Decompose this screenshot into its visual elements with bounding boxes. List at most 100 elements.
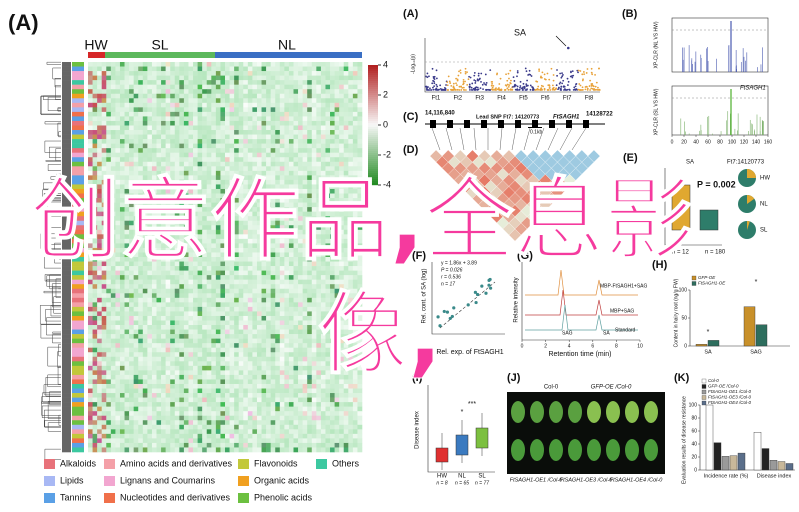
heatmap-cell <box>202 71 208 76</box>
heatmap-cell <box>293 338 299 344</box>
heatmap-cell <box>188 420 194 426</box>
heatmap-cell <box>247 270 253 276</box>
heatmap-cell <box>115 343 121 348</box>
heatmap-cell <box>266 247 271 253</box>
heatmap-cell <box>284 393 290 398</box>
heatmap-cell <box>183 429 189 435</box>
heatmap-cell <box>138 220 144 226</box>
heatmap-cell <box>357 84 363 90</box>
heatmap-cell <box>339 170 345 176</box>
heatmap-cell <box>193 420 198 426</box>
heatmap-cell <box>334 211 340 217</box>
heatmap-cell <box>115 120 121 126</box>
heatmap-cell <box>156 157 162 163</box>
heatmap-cell <box>151 134 157 140</box>
heatmap-cell <box>339 179 345 185</box>
heatmap-cell <box>261 152 267 158</box>
heatmap-cell <box>279 188 285 194</box>
heatmap-cell <box>266 120 271 126</box>
heatmap-cell <box>142 111 148 117</box>
heatmap-cell <box>110 311 116 317</box>
heatmap-cell <box>357 148 363 153</box>
heatmap-cell <box>174 161 180 167</box>
heatmap-cell <box>279 71 285 76</box>
heatmap-cell <box>225 107 230 113</box>
heatmap-cell <box>357 193 363 199</box>
heatmap-cell <box>174 198 180 203</box>
heatmap-cell <box>147 420 153 426</box>
heatmap-cell <box>101 338 107 344</box>
heatmap-cell <box>320 370 326 376</box>
heatmap-cell <box>339 356 345 362</box>
heatmap-cell <box>270 234 276 240</box>
heatmap-cell <box>156 325 162 330</box>
heatmap-cell <box>243 111 249 117</box>
heatmap-cell <box>293 429 299 435</box>
heatmap-cell <box>202 161 208 167</box>
heatmap-cell <box>115 315 121 321</box>
heatmap-cell <box>110 157 116 163</box>
heatmap-cell <box>252 293 258 299</box>
heatmap-cell <box>119 62 125 67</box>
heatmap-cell <box>183 120 189 126</box>
heatmap-cell <box>357 229 363 235</box>
heatmap-cell <box>343 293 349 299</box>
heatmap-cell <box>202 198 208 203</box>
heatmap-cell <box>183 166 189 172</box>
heatmap-cell <box>138 243 144 249</box>
heatmap-cell <box>252 184 258 190</box>
heatmap-cell <box>124 161 130 167</box>
heatmap-cell <box>348 279 354 285</box>
heatmap-cell <box>252 116 258 122</box>
heatmap-cell <box>256 397 262 403</box>
heatmap-cell <box>229 216 235 222</box>
heatmap-cell <box>215 284 221 290</box>
heatmap-cell <box>110 75 116 81</box>
heatmap-cell <box>293 270 299 276</box>
heatmap-cell <box>165 365 171 371</box>
heatmap-cell <box>339 152 345 158</box>
heatmap-cell <box>115 388 121 394</box>
heatmap-cell <box>252 329 258 335</box>
heatmap-cell <box>119 356 125 362</box>
heatmap-cell <box>302 397 308 403</box>
heatmap-cell <box>261 139 267 144</box>
heatmap-cell <box>243 202 249 208</box>
heatmap-cell <box>343 98 349 104</box>
heatmap-cell <box>211 120 217 126</box>
heatmap-cell <box>161 261 166 267</box>
heatmap-cell <box>252 120 258 126</box>
heatmap-cell <box>279 383 285 389</box>
heatmap-cell <box>352 243 358 249</box>
heatmap-cell <box>147 102 153 108</box>
heatmap-cell <box>170 352 176 358</box>
heatmap-cell <box>124 343 130 348</box>
heatmap-cell <box>215 107 221 113</box>
heatmap-cell <box>284 411 290 417</box>
heatmap-cell <box>188 306 194 312</box>
heatmap-cell <box>352 234 358 240</box>
heatmap-cell <box>188 188 194 194</box>
heatmap-cell <box>302 257 308 262</box>
heatmap-cell <box>302 374 308 380</box>
heatmap-cell <box>179 148 185 153</box>
heatmap-cell <box>311 402 317 407</box>
heatmap-cell <box>133 297 139 303</box>
heatmap-cell <box>288 134 294 140</box>
heatmap-cell <box>119 429 125 435</box>
heatmap-cell <box>288 356 294 362</box>
heatmap-cell <box>188 107 194 113</box>
heatmap-cell <box>348 429 354 435</box>
heatmap-cell <box>243 152 249 158</box>
heatmap-cell <box>284 111 290 117</box>
heatmap-cell <box>183 297 189 303</box>
heatmap-cell <box>357 125 363 131</box>
heatmap-cell <box>266 107 271 113</box>
heatmap-cell <box>325 62 331 67</box>
heatmap-cell <box>279 66 285 72</box>
heatmap-cell <box>247 93 253 99</box>
heatmap-cell <box>343 361 349 367</box>
heatmap-cell <box>298 302 303 308</box>
heatmap-cell <box>252 93 258 99</box>
heatmap-cell <box>147 179 153 185</box>
